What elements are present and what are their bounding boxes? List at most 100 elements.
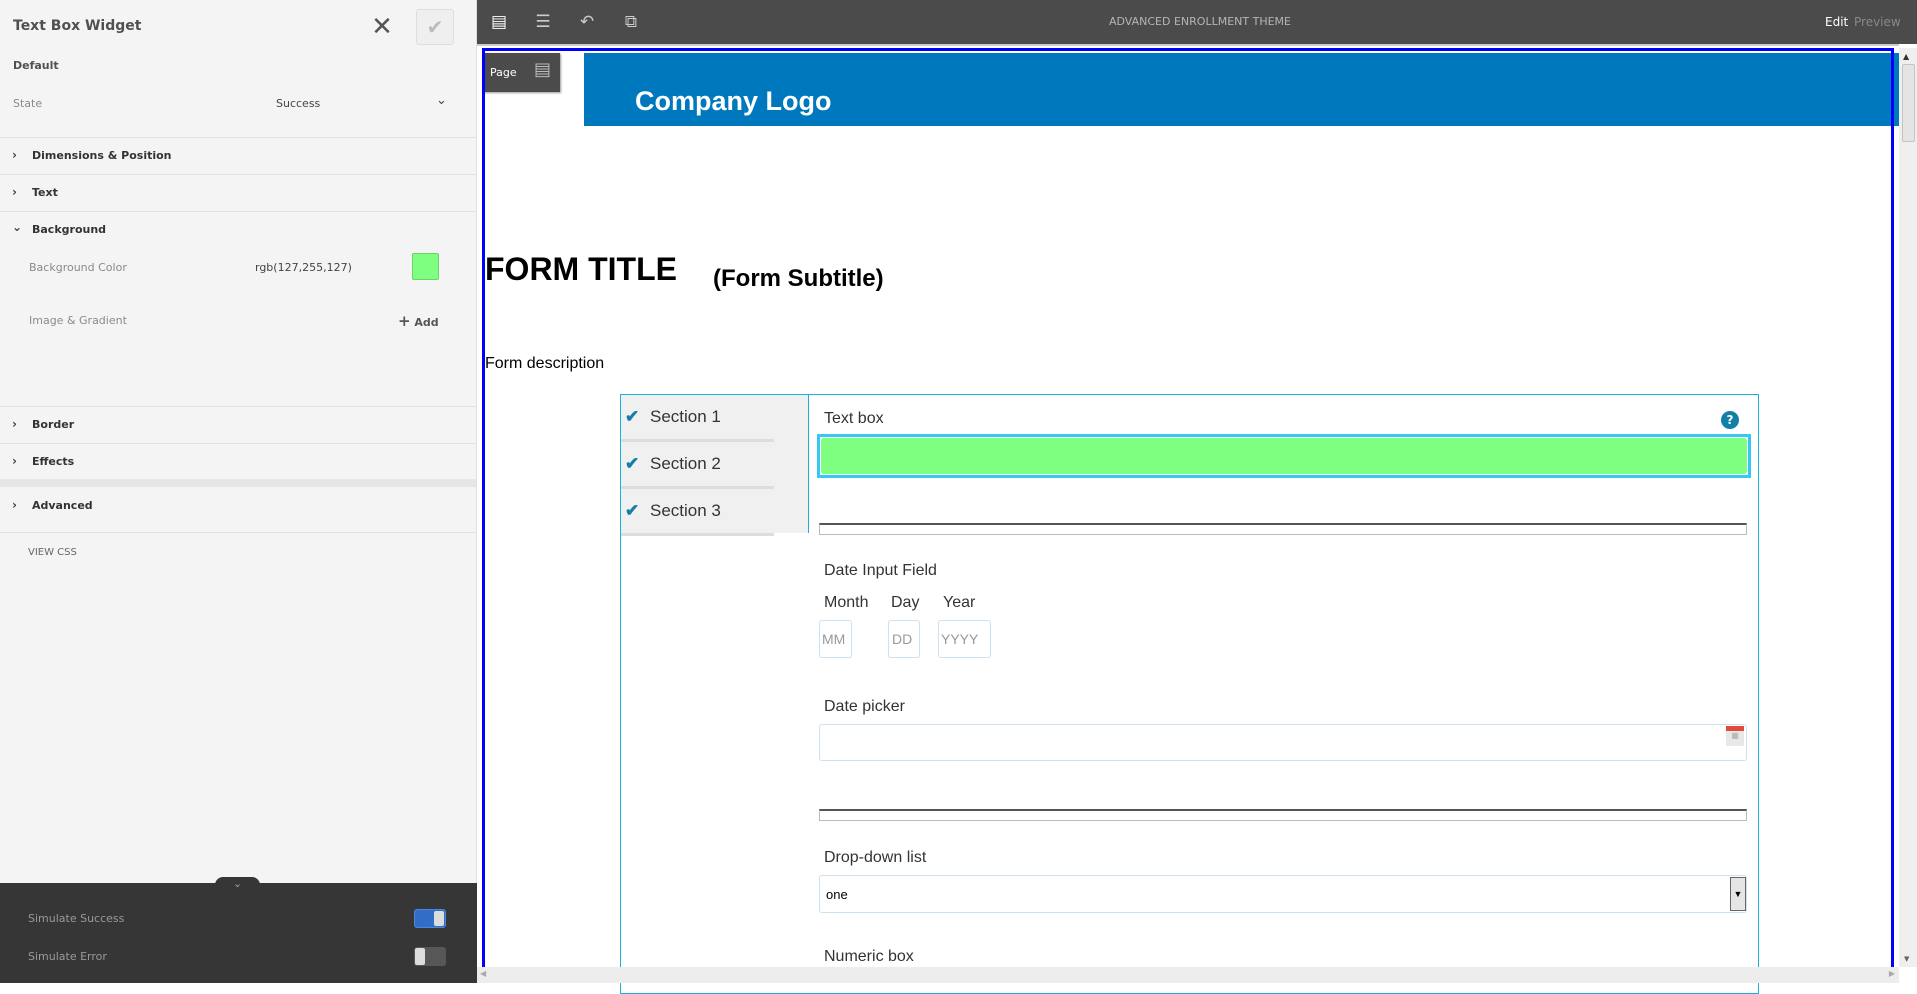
numeric-box-label: Numeric box	[824, 948, 914, 965]
close-icon: ✕	[371, 12, 393, 42]
plus-icon: +	[398, 312, 411, 330]
section-text[interactable]: › Text	[0, 175, 476, 211]
month-input[interactable]: MM	[819, 620, 852, 658]
section-effects[interactable]: › Effects	[0, 444, 476, 480]
default-heading: Default	[13, 59, 59, 72]
properties-panel: Text Box Widget ✕ ✔ Default State Succes…	[0, 0, 477, 983]
page-selector[interactable]: Page ▤	[483, 53, 560, 92]
chevron-right-icon: ›	[12, 454, 17, 468]
textbox-input[interactable]	[817, 434, 1751, 478]
form-subtitle[interactable]: (Form Subtitle)	[713, 265, 884, 292]
year-input[interactable]: YYYY	[938, 620, 991, 658]
scroll-right-icon[interactable]: ▶	[1888, 969, 1895, 978]
divider	[0, 443, 476, 444]
nav-label: Section 1	[650, 407, 721, 426]
empty-field[interactable]	[819, 523, 1747, 535]
calendar-icon[interactable]: ▦	[1726, 726, 1744, 746]
form-description[interactable]: Form description	[485, 355, 605, 372]
top-toolbar: ▤ ☰ ↶ ⧉	[477, 0, 1917, 44]
confirm-button[interactable]: ✔	[416, 9, 454, 45]
app-title: ADVANCED ENROLLMENT THEME	[1109, 15, 1291, 28]
company-logo: Company Logo	[635, 86, 832, 116]
panel-title: Text Box Widget	[13, 18, 142, 34]
check-icon: ✔	[625, 407, 640, 426]
divider	[0, 479, 476, 487]
image-gradient-label: Image & Gradient	[29, 314, 127, 327]
help-icon[interactable]: ?	[1721, 411, 1739, 429]
scroll-down-icon[interactable]: ▼	[1904, 955, 1910, 963]
background-color-label: Background Color	[29, 261, 127, 274]
simulate-success-toggle[interactable]	[414, 909, 446, 928]
add-label: Add	[414, 316, 439, 329]
dropdown-select[interactable]: one ▼	[819, 875, 1747, 913]
scroll-left-icon[interactable]: ◀	[480, 969, 487, 978]
undo-icon[interactable]: ↶	[579, 12, 595, 32]
simulate-success-label: Simulate Success	[28, 912, 125, 925]
section-label: Background	[32, 223, 107, 236]
section-label: Effects	[32, 455, 75, 468]
toggle-knob	[434, 911, 444, 926]
view-css-link[interactable]: VIEW CSS	[28, 547, 77, 558]
check-icon: ✔	[625, 454, 640, 473]
section-advanced[interactable]: › Advanced	[0, 488, 476, 524]
chevron-right-icon: ›	[12, 417, 17, 431]
collapse-panel-button[interactable]: ⌄	[215, 877, 260, 893]
chevron-right-icon: ›	[12, 498, 17, 512]
vertical-scrollbar[interactable]: ▲ ▼	[1899, 48, 1917, 967]
check-icon: ✔	[426, 15, 444, 39]
date-input-label: Date Input Field	[824, 562, 937, 579]
simulate-error-toggle[interactable]	[414, 947, 446, 966]
scroll-up-icon[interactable]: ▲	[1903, 52, 1910, 61]
day-label: Day	[891, 594, 920, 611]
month-label: Month	[824, 594, 869, 611]
nav-item-section-3[interactable]: ✔ Section 3	[621, 489, 774, 536]
divider	[0, 532, 476, 533]
page-layout-icon: ▤	[534, 59, 552, 80]
dropdown-label: Drop-down list	[824, 849, 927, 866]
divider	[0, 174, 476, 175]
divider	[0, 406, 476, 407]
properties-icon[interactable]: ☰	[535, 12, 551, 32]
empty-field[interactable]	[819, 809, 1747, 821]
divider	[0, 211, 476, 212]
state-value: Success	[276, 97, 321, 110]
sidebar-toggle-icon[interactable]: ▤	[490, 12, 508, 32]
form-header-banner[interactable]	[584, 53, 1899, 126]
close-button[interactable]: ✕	[368, 12, 396, 42]
horizontal-scrollbar[interactable]: ◀ ▶	[477, 967, 1899, 983]
section-background[interactable]: ⌄ Background	[0, 212, 476, 248]
preview-mode-button[interactable]: Preview	[1854, 15, 1901, 29]
chevron-down-icon: ⌄	[232, 877, 243, 890]
dropdown-arrow-icon[interactable]: ▼	[1730, 877, 1746, 911]
edit-mode-button[interactable]: Edit	[1825, 15, 1849, 29]
preview-device-icon[interactable]: ⧉	[624, 12, 638, 32]
textbox-fill	[821, 438, 1747, 474]
add-image-button[interactable]: + Add	[398, 312, 439, 330]
background-color-swatch[interactable]	[412, 253, 439, 280]
chevron-down-icon: ⌄	[12, 220, 23, 234]
section-nav	[621, 395, 809, 533]
scrollbar-thumb[interactable]	[1902, 64, 1915, 142]
toggle-knob	[415, 948, 425, 965]
nav-item-section-2[interactable]: ✔ Section 2	[621, 442, 774, 489]
nav-label: Section 3	[650, 501, 721, 520]
background-color-value: rgb(127,255,127)	[255, 261, 352, 274]
chevron-right-icon: ›	[12, 185, 17, 199]
section-label: Advanced	[32, 499, 93, 512]
section-label: Text	[32, 186, 58, 199]
form-title[interactable]: FORM TITLE	[485, 251, 677, 287]
day-input[interactable]: DD	[888, 620, 920, 658]
section-dimensions-position[interactable]: › Dimensions & Position	[0, 138, 476, 174]
simulate-error-label: Simulate Error	[28, 950, 107, 963]
state-dropdown[interactable]: Success ⌄	[270, 90, 455, 116]
dropdown-value: one	[826, 887, 848, 902]
date-picker-input[interactable]: ▦	[819, 724, 1747, 761]
section-border[interactable]: › Border	[0, 407, 476, 443]
simulate-panel: Simulate Success Simulate Error	[0, 883, 477, 983]
date-picker-label: Date picker	[824, 698, 905, 715]
chevron-down-icon: ⌄	[436, 93, 447, 108]
year-label: Year	[943, 594, 976, 611]
state-label: State	[13, 97, 43, 110]
nav-item-section-1[interactable]: ✔ Section 1	[621, 395, 774, 442]
chevron-right-icon: ›	[12, 148, 17, 162]
